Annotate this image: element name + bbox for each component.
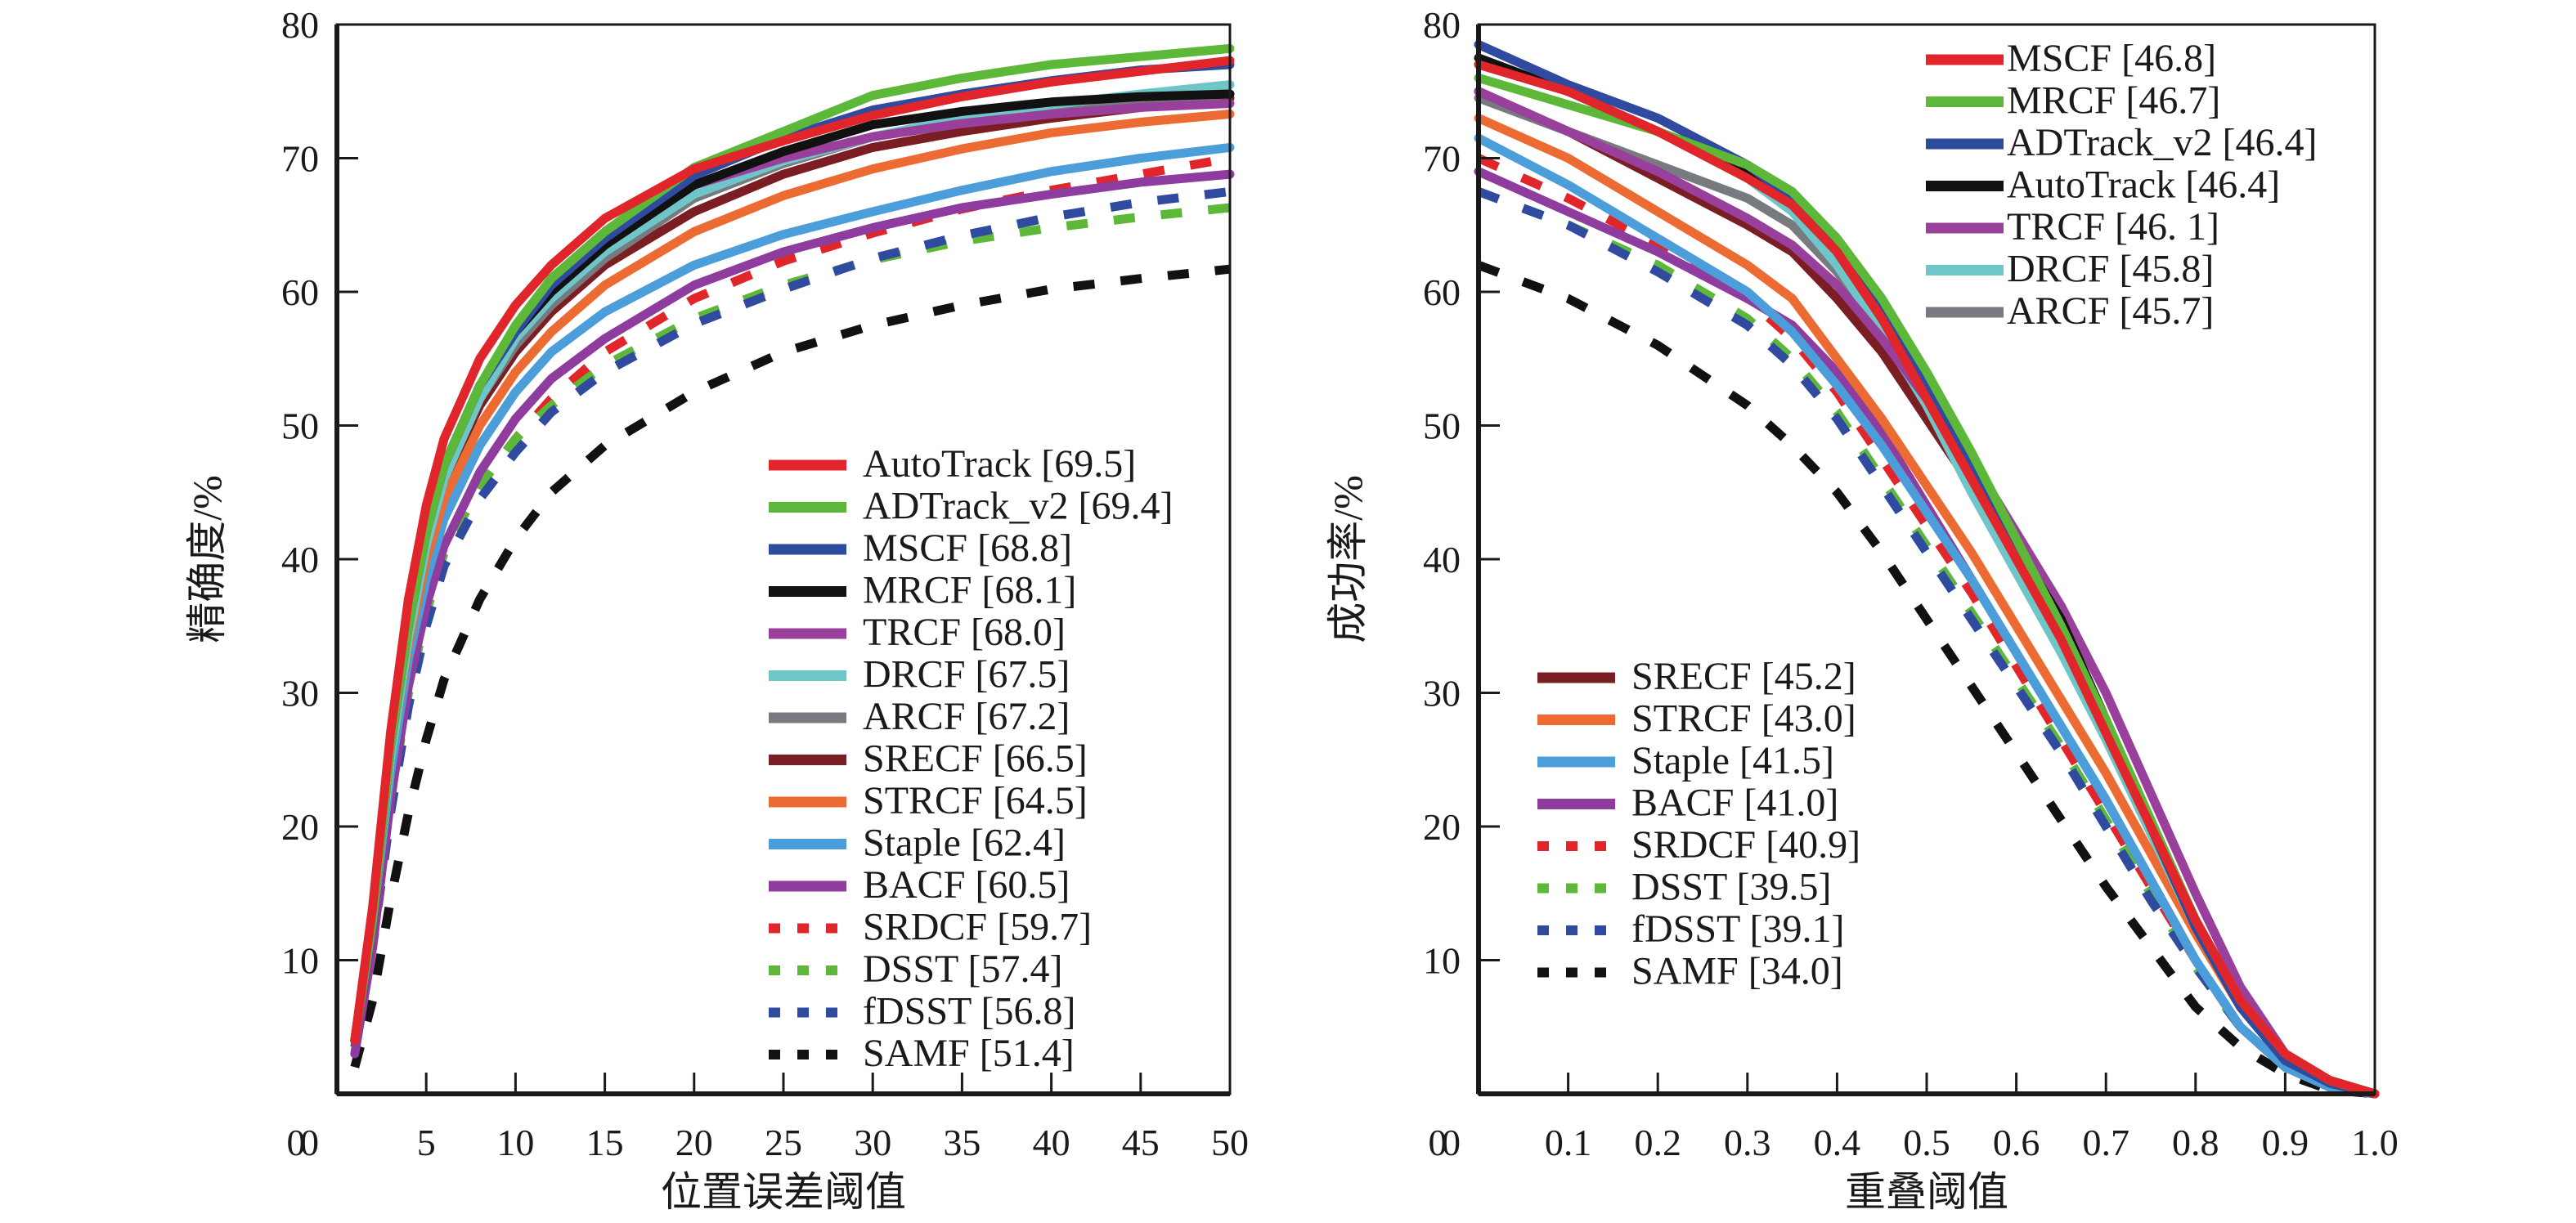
success-y-tick-label: 20 [1423, 806, 1461, 848]
precision-y-tick-label: 0 [300, 1122, 319, 1163]
precision-series-layer [350, 43, 1235, 1068]
legend-label-adtrack-v2: ADTrack_v2 [69.4] [863, 485, 1174, 528]
success-series-strcf [1474, 114, 2380, 1099]
precision-x-tick-label: 30 [854, 1122, 891, 1163]
legend-label-strcf: STRCF [43.0] [1631, 697, 1856, 741]
precision-x-tick-label: 15 [586, 1122, 624, 1163]
success-series-samf [1477, 261, 2376, 1099]
legend-label-mrcf: MRCF [46.7] [2007, 79, 2220, 123]
precision-x-tick-label: 45 [1122, 1122, 1160, 1163]
precision-y-tick-label: 80 [281, 4, 319, 46]
legend-label-arcf: ARCF [67.2] [863, 695, 1070, 738]
success-legend: MSCF [46.8]MRCF [46.7]ADTrack_v2 [46.4]A… [1926, 37, 2318, 333]
legend-label-staple: Staple [62.4] [863, 822, 1066, 865]
success-series-srdcf [1476, 154, 2376, 1099]
success-y-tick-label: 60 [1423, 271, 1461, 313]
success-y-tick-label: 0 [1442, 1122, 1461, 1163]
precision-x-tick-label: 0 [287, 1122, 306, 1163]
legend-label-strcf: STRCF [64.5] [863, 779, 1088, 822]
precision-series-srdcf [350, 154, 1231, 1042]
legend-label-samf: SAMF [51.4] [863, 1032, 1075, 1075]
legend-label-fdsst: fDSST [39.1] [1631, 907, 1844, 951]
success-x-tick-label: 0.3 [1724, 1122, 1771, 1163]
precision-series-bacf [350, 169, 1235, 1059]
success-x-tick-label: 0.2 [1634, 1122, 1681, 1163]
success-y-tick-label: 10 [1423, 940, 1461, 982]
precision-series-autotrack [350, 56, 1235, 1046]
legend-label-drcf: DRCF [67.5] [863, 653, 1070, 697]
legend-label-dsst: DSST [57.4] [863, 947, 1062, 991]
legend-label-mrcf: MRCF [68.1] [863, 569, 1076, 612]
legend-label-adtrack-v2: ADTrack_v2 [46.4] [2007, 121, 2318, 164]
legend-label-trcf: TRCF [46. 1] [2007, 205, 2219, 249]
legend-label-drcf: DRCF [45.8] [2007, 248, 2214, 291]
success-x-tick-label: 0.6 [1993, 1122, 2040, 1163]
success-x-tick-label: 1.0 [2351, 1122, 2399, 1163]
precision-x-tick-label: 20 [675, 1122, 713, 1163]
precision-x-tick-label: 5 [417, 1122, 436, 1163]
legend-label-trcf: TRCF [68.0] [863, 611, 1066, 654]
precision-series-trcf [350, 99, 1235, 1046]
success-y-tick-label: 40 [1423, 539, 1461, 580]
success-y-tick-label: 70 [1423, 138, 1461, 180]
precision-x-tick-label: 35 [943, 1122, 981, 1163]
legend-label-srecf: SRECF [45.2] [1631, 655, 1856, 698]
precision-y-tick-label: 30 [281, 673, 319, 715]
precision-chart: 0 5 10 15 20 25 30 35 40 45 50 0 10 20 30 40 50 60 70 80 位置… [184, 4, 1249, 1215]
legend-label-autotrack: AutoTrack [69.5] [863, 442, 1136, 486]
success-x-tick-label: 0.4 [1814, 1122, 1861, 1163]
precision-y-tick-label: 40 [281, 539, 319, 580]
legend-label-bacf: BACF [41.0] [1631, 782, 1838, 825]
success-x-tick-label: 0.8 [2172, 1122, 2219, 1163]
success-x-tick-label: 0.5 [1903, 1122, 1950, 1163]
legend-label-bacf: BACF [60.5] [863, 863, 1070, 907]
legend-label-srecf: SRECF [66.5] [863, 737, 1088, 781]
legend-label-srdcf: SRDCF [59.7] [863, 906, 1092, 949]
precision-y-tick-label: 50 [281, 405, 319, 447]
legend-label-arcf: ARCF [45.7] [2007, 289, 2214, 333]
success-x-tick-label: 0 [1429, 1122, 1447, 1163]
precision-series-dsst [350, 203, 1231, 1042]
success-y-tick-label: 80 [1423, 4, 1461, 46]
success-y-tick-label: 50 [1423, 405, 1461, 447]
success-series-fdsst [1477, 187, 2376, 1099]
success-y-tick-label: 30 [1423, 673, 1461, 715]
success-x-tick-label: 0.7 [2082, 1122, 2129, 1163]
precision-y-tick-label: 60 [281, 271, 319, 313]
precision-y-tick-label: 70 [281, 138, 319, 180]
success-series-mscf [1474, 60, 2380, 1099]
precision-y-tick-label: 10 [281, 940, 319, 982]
precision-series-srecf [350, 93, 1235, 1046]
legend-label-staple: Staple [41.5] [1631, 739, 1834, 782]
precision-x-tick-label: 40 [1033, 1122, 1070, 1163]
success-x-tick-label: 0.1 [1545, 1122, 1592, 1163]
success-ticks: 0 0.1 0.2 0.3 0.4 0.5 0.6 0.7 0.8 0.9 1.0 0 10 20 30 40… [1423, 4, 2399, 1163]
legend-label-srdcf: SRDCF [40.9] [1631, 823, 1860, 867]
legend-label-mscf: MSCF [68.8] [863, 526, 1072, 570]
precision-series-fdsst [350, 186, 1231, 1048]
precision-series-samf [350, 264, 1231, 1068]
legend-label-mscf: MSCF [46.8] [2007, 37, 2216, 80]
legend-label-fdsst: fDSST [56.8] [863, 990, 1075, 1033]
success-series-layer [1474, 40, 2380, 1099]
precision-x-tick-label: 50 [1211, 1122, 1249, 1163]
precision-ticks: 0 5 10 15 20 25 30 35 40 45 50 0 10 20 30 40 50 60 70 80 [281, 4, 1249, 1163]
success-legend-bottom: SRECF [45.2]STRCF [43.0]Staple [41.5]BAC… [1537, 655, 1860, 993]
precision-legend: AutoTrack [69.5]ADTrack_v2 [69.4]MSCF [6… [769, 442, 1174, 1075]
success-x-axis-title: 重叠阈值 [1845, 1169, 2008, 1215]
precision-y-tick-label: 20 [281, 806, 319, 848]
legend-label-samf: SAMF [34.0] [1631, 950, 1843, 993]
success-series-staple [1474, 133, 2380, 1099]
precision-x-tick-label: 10 [496, 1122, 534, 1163]
success-y-axis-title: 成功率/% [1325, 475, 1371, 643]
legend-label-autotrack: AutoTrack [46.4] [2007, 164, 2280, 207]
legend-label-dsst: DSST [39.5] [1631, 866, 1831, 909]
precision-x-tick-label: 25 [765, 1122, 802, 1163]
success-x-tick-label: 0.9 [2262, 1122, 2309, 1163]
success-chart: 0 0.1 0.2 0.3 0.4 0.5 0.6 0.7 0.8 0.9 1.0 0 10 20 30 40… [1325, 4, 2399, 1215]
precision-x-axis-title: 位置误差阈值 [661, 1169, 906, 1215]
precision-y-axis-title: 精确度/% [184, 475, 230, 643]
